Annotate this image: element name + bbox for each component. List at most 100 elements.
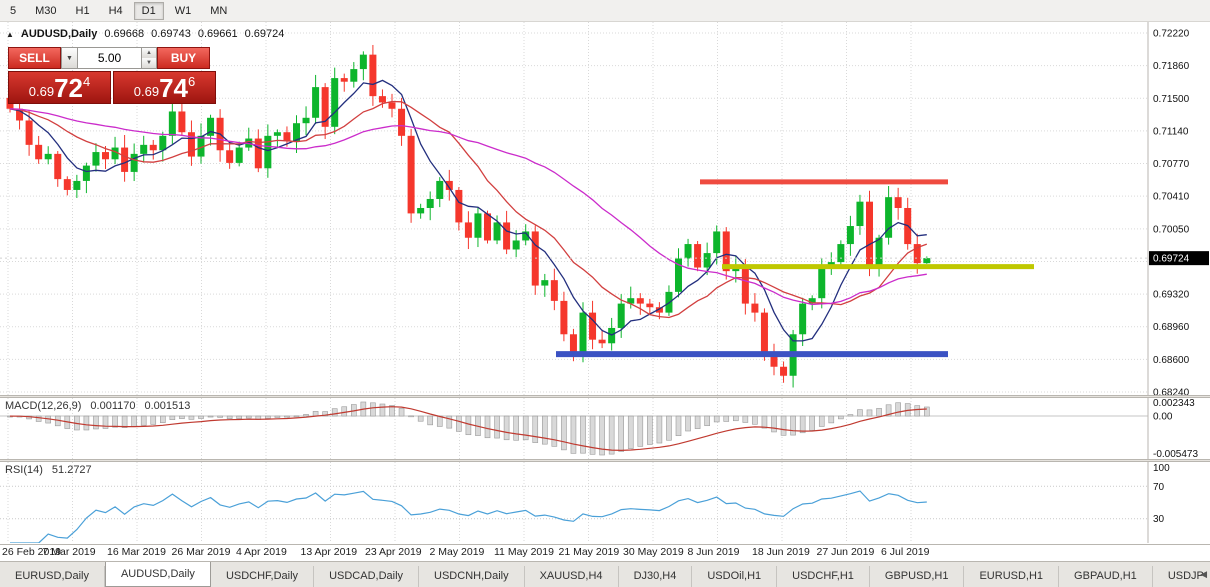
macd-main-value: 0.001170 <box>90 400 136 412</box>
macd-axis-label: 0.00 <box>1153 412 1173 423</box>
sell-price-pipette: 4 <box>83 74 91 89</box>
date-axis[interactable]: 26 Feb 2019 7 Mar 2019 16 Mar 2019 26 Mar 2… <box>0 545 1210 560</box>
ohlc-open: 0.69668 <box>104 28 145 40</box>
buy-price-display[interactable]: 0.69 74 6 <box>113 71 216 104</box>
timeframe-button-h1[interactable]: H1 <box>68 2 98 20</box>
main-grid <box>0 22 1148 395</box>
rsi-label: RSI(14) 51.2727 <box>5 464 92 476</box>
timeframe-button-h4[interactable]: H4 <box>101 2 131 20</box>
price-chart-canvas[interactable]: 0.72220 0.71860 0.71500 0.71140 0.70770 0.704… <box>0 22 1210 395</box>
chart-tab-eurusd-daily[interactable]: EURUSD,Daily <box>0 566 105 587</box>
rsi-line <box>10 490 927 543</box>
ohlc-close: 0.69724 <box>244 28 285 40</box>
timeframe-button-m30[interactable]: M30 <box>27 2 64 20</box>
price-axis-label: 0.70410 <box>1153 192 1190 203</box>
timeframe-button-d1[interactable]: D1 <box>133 1 164 20</box>
chart-tab-gbpaud-h1[interactable]: GBPAUD,H1 <box>1059 566 1153 587</box>
sell-price-prefix: 0.69 <box>28 84 55 99</box>
price-axis-label: 0.69320 <box>1153 290 1190 301</box>
chart-tab-usdjp[interactable]: USDJP <box>1153 566 1210 587</box>
ohlc-high: 0.69743 <box>151 28 191 40</box>
macd-canvas[interactable]: 0.002343 0.00 -0.005473 <box>0 398 1210 459</box>
panel-divider[interactable] <box>0 395 1210 398</box>
rsi-indicator-panel[interactable]: 100 70 30 RSI(14) 51.2727 <box>0 462 1210 543</box>
chart-tab-usdoil-h1[interactable]: USDOil,H1 <box>692 566 778 587</box>
chart-tab-bar: EURUSD,Daily AUDUSD,Daily USDCHF,Daily USDC… <box>0 561 1210 587</box>
date-axis-label: 2 May 2019 <box>429 546 485 558</box>
date-axis-label: 11 May 2019 <box>494 546 554 558</box>
volume-dropdown-icon[interactable]: ▼ <box>61 47 78 69</box>
macd-histogram <box>7 401 930 456</box>
chart-tab-eurusd-h1[interactable]: EURUSD,H1 <box>964 566 1060 587</box>
macd-signal-line <box>9 406 927 452</box>
chart-tab-usdcnh-daily[interactable]: USDCNH,Daily <box>419 566 525 587</box>
date-axis-label: 18 Jun 2019 <box>752 546 810 558</box>
price-axis-label: 0.71500 <box>1153 94 1190 105</box>
panel-divider <box>0 544 1210 545</box>
price-axis-label: 0.70050 <box>1153 224 1190 235</box>
moving-average-line-1 <box>9 100 928 319</box>
chart-symbol-label: AUDUSD,Daily <box>20 28 98 40</box>
price-axis-label: 0.68960 <box>1153 322 1190 333</box>
price-axis-label: 0.68600 <box>1153 355 1190 366</box>
volume-input[interactable] <box>78 47 142 69</box>
chart-tab-usdcad-daily[interactable]: USDCAD,Daily <box>314 566 420 587</box>
panel-divider[interactable] <box>0 459 1210 462</box>
rsi-name: RSI(14) <box>5 464 43 476</box>
date-axis-label: 13 Apr 2019 <box>300 546 358 558</box>
sell-button[interactable]: SELL <box>8 47 61 69</box>
volume-stepper[interactable]: ▲ ▼ <box>142 47 157 69</box>
chart-tab-gbpusd-h1[interactable]: GBPUSD,H1 <box>870 566 965 587</box>
buy-price-pipette: 6 <box>188 74 196 89</box>
price-axis-label: 0.70770 <box>1153 159 1190 170</box>
date-axis-label: 4 Apr 2019 <box>236 546 287 558</box>
rsi-canvas[interactable]: 100 70 30 <box>0 462 1210 543</box>
buy-price-prefix: 0.69 <box>133 84 160 99</box>
chart-tab-audusd-daily[interactable]: AUDUSD,Daily <box>104 562 211 587</box>
moving-average-line-2 <box>9 108 927 306</box>
date-axis-label: 26 Mar 2019 <box>171 546 231 558</box>
price-chart-panel[interactable]: 0.72220 0.71860 0.71500 0.71140 0.70770 0.704… <box>0 22 1210 395</box>
price-axis-label: 0.71140 <box>1153 126 1189 137</box>
chart-ohlc-header: ▲ AUDUSD,Daily 0.69668 0.69743 0.69661 0… <box>6 28 284 40</box>
chart-tab-dj30-h4[interactable]: DJ30,H4 <box>619 566 693 587</box>
moving-average-line-0 <box>9 79 927 342</box>
date-axis-label: 8 Jun 2019 <box>687 546 740 558</box>
stepper-down-icon[interactable]: ▼ <box>142 58 156 68</box>
price-axis-label: 0.71860 <box>1153 61 1190 72</box>
macd-indicator-panel[interactable]: 0.002343 0.00 -0.005473 MACD(12,26,9) 0.00… <box>0 398 1210 459</box>
timeframe-button-5[interactable]: 5 <box>2 2 24 20</box>
price-axis-label: 0.72220 <box>1153 29 1190 40</box>
date-axis-label: 30 May 2019 <box>623 546 684 558</box>
macd-axis-label: -0.005473 <box>1153 449 1198 459</box>
macd-label: MACD(12,26,9) 0.001170 0.001513 <box>5 400 190 412</box>
chart-tab-usdchf-daily[interactable]: USDCHF,Daily <box>211 566 315 587</box>
date-axis-label: 21 May 2019 <box>558 546 620 558</box>
one-click-collapse-icon[interactable]: ▲ <box>6 29 14 39</box>
svg-text:0.69724: 0.69724 <box>1153 254 1190 265</box>
timeframe-button-mn[interactable]: MN <box>202 2 235 20</box>
tab-scroll-left-icon[interactable]: ◀ <box>1200 569 1207 579</box>
date-axis-label: 23 Apr 2019 <box>365 546 422 558</box>
stepper-up-icon[interactable]: ▲ <box>142 48 156 58</box>
macd-axis-label: 0.002343 <box>1153 398 1195 409</box>
rsi-axis-label: 100 <box>1153 463 1170 474</box>
chart-tab-xauusd-h4[interactable]: XAUUSD,H4 <box>525 566 619 587</box>
sell-price-display[interactable]: 0.69 72 4 <box>8 71 111 104</box>
rsi-value: 51.2727 <box>51 464 92 476</box>
macd-name: MACD(12,26,9) <box>5 400 82 412</box>
chart-tab-usdchf-h1[interactable]: USDCHF,H1 <box>777 566 870 587</box>
ohlc-low: 0.69661 <box>197 28 238 40</box>
date-axis-label: 6 Jul 2019 <box>881 546 930 558</box>
buy-price-big: 74 <box>159 73 188 103</box>
price-axis-label: 0.68240 <box>1153 388 1190 396</box>
date-axis-label: 27 Jun 2019 <box>816 546 875 558</box>
rsi-axis-label: 70 <box>1153 482 1165 493</box>
timeframe-button-w1[interactable]: W1 <box>167 2 200 20</box>
buy-button[interactable]: BUY <box>157 47 210 69</box>
date-axis-label: 7 Mar 2019 <box>42 546 96 558</box>
date-axis-label: 26 Feb 2019 <box>2 546 61 558</box>
date-axis-label: 16 Mar 2019 <box>107 546 166 558</box>
